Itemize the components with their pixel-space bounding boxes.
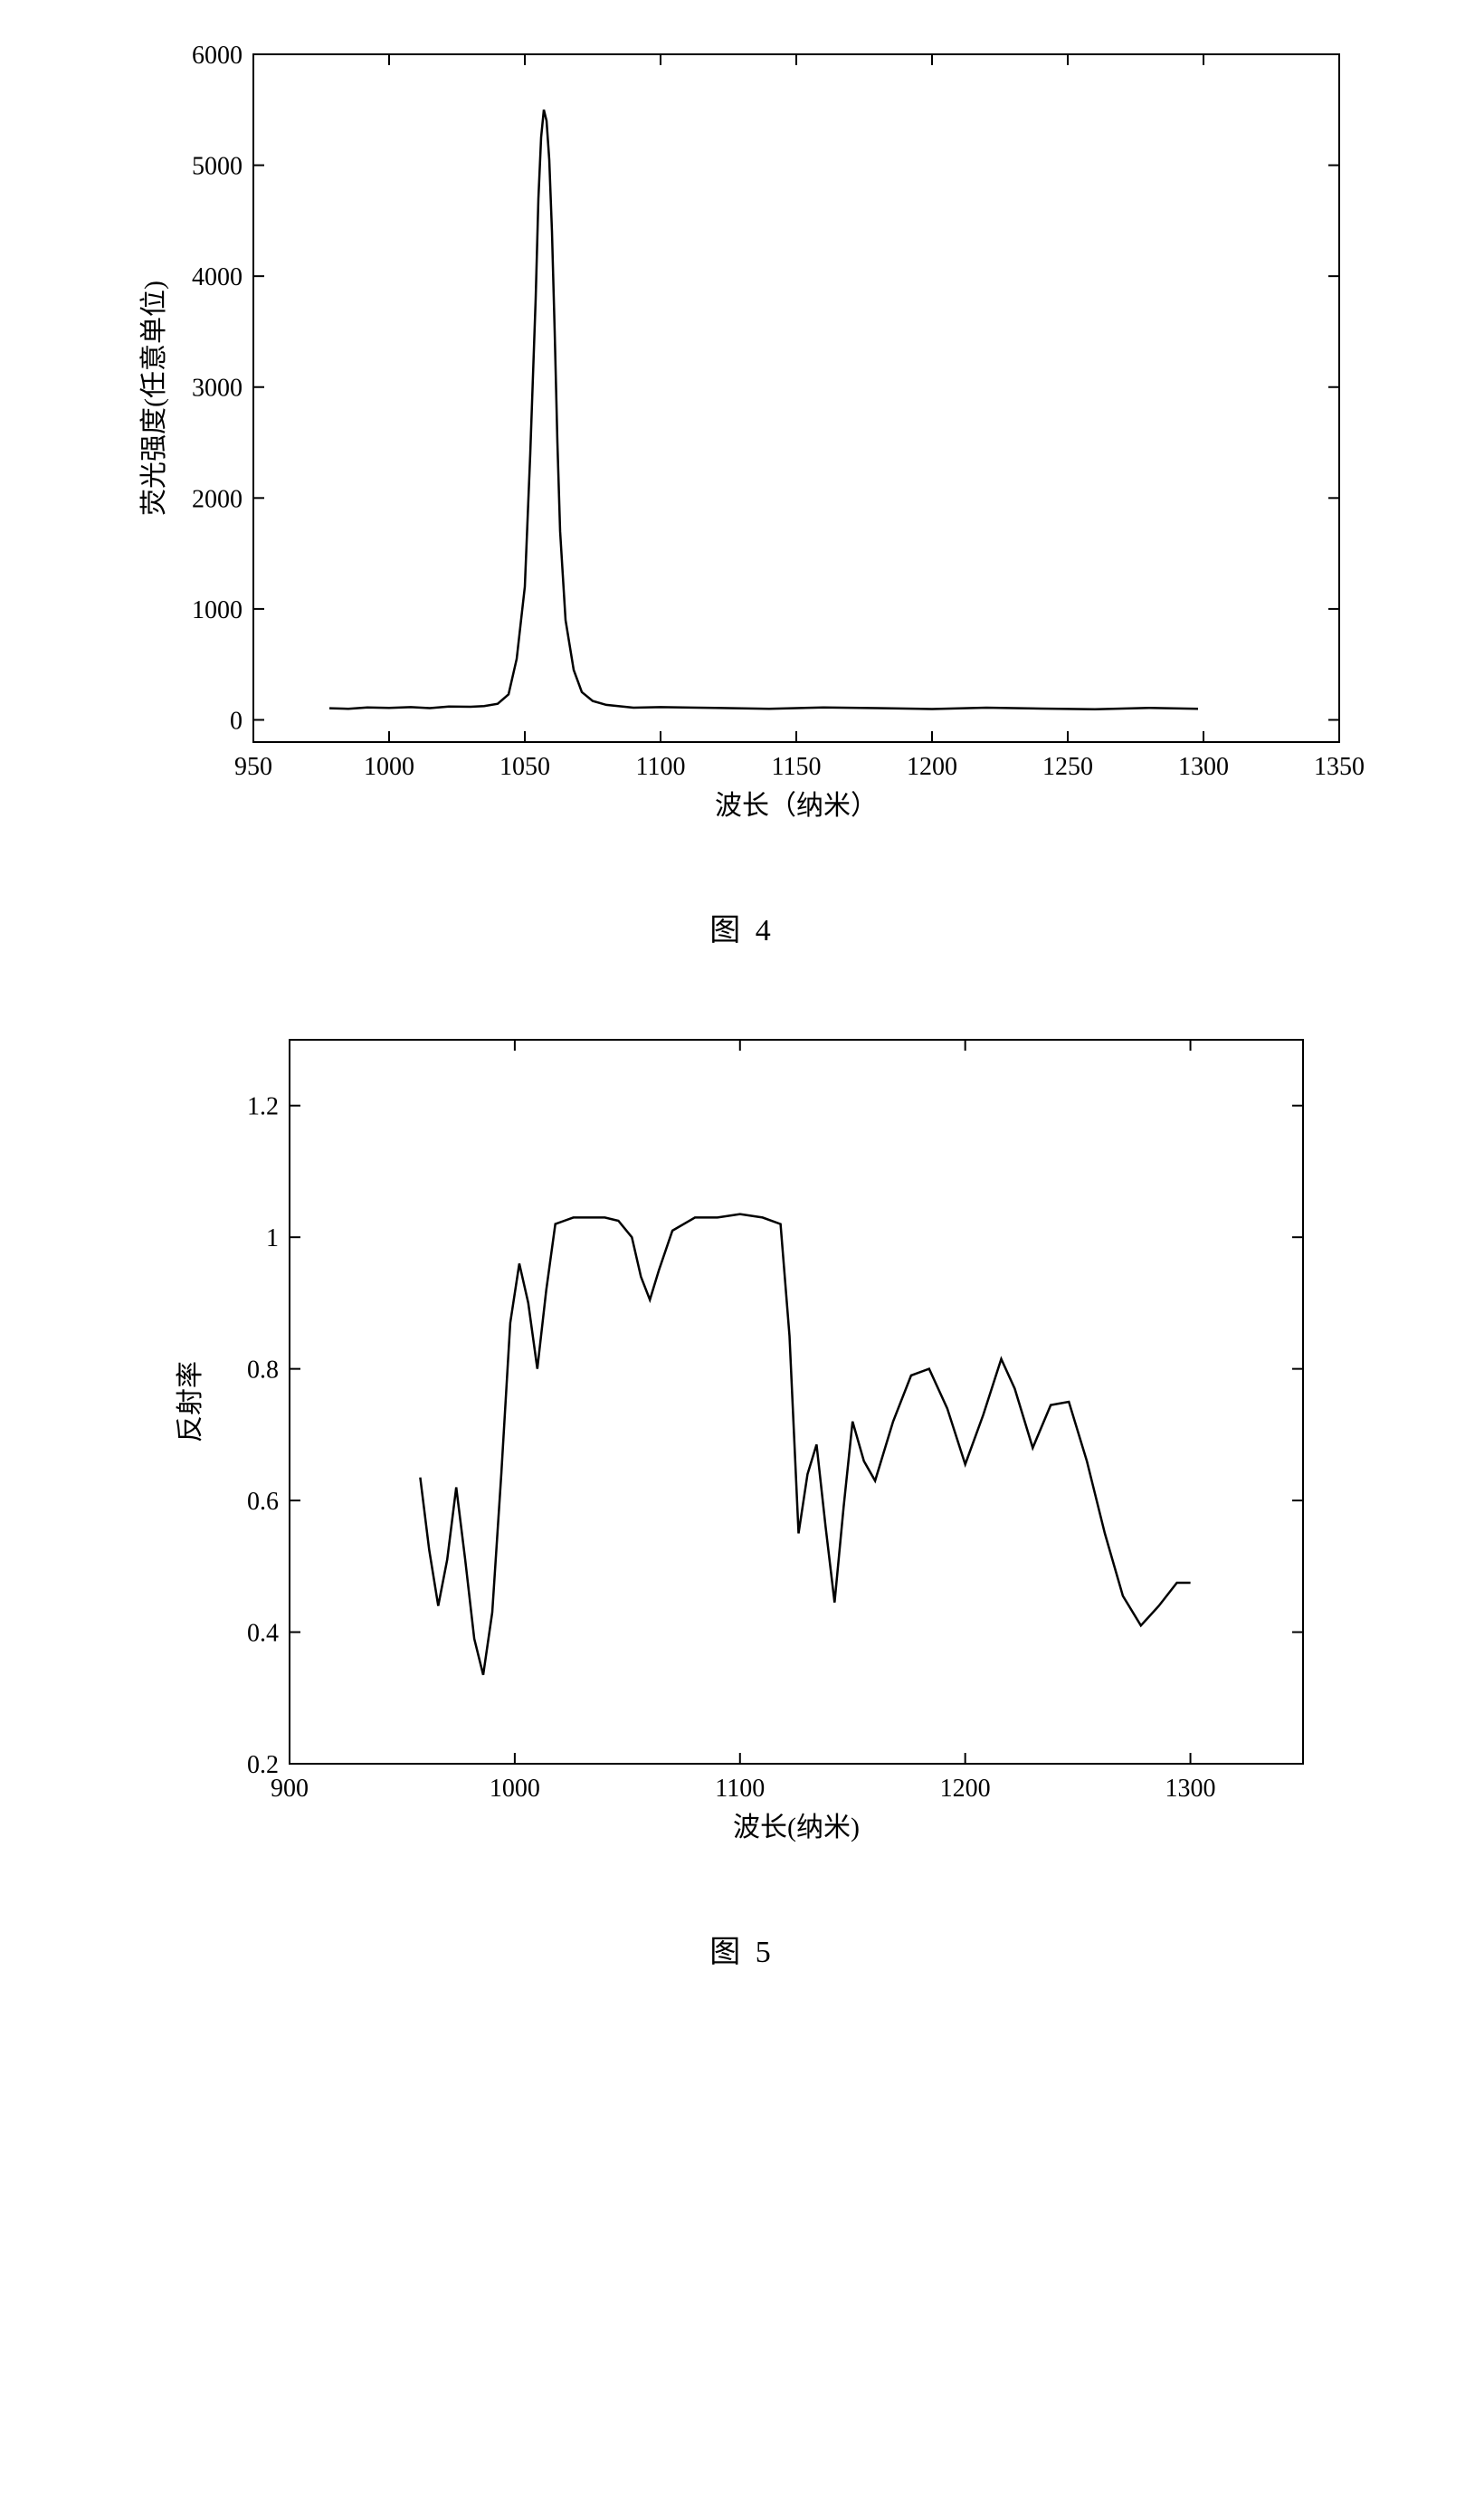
svg-text:1000: 1000: [192, 596, 243, 624]
svg-text:0: 0: [230, 707, 243, 735]
figure-4: 950 1000 1050 1100 1150 1200 1250 1300 1350 0 1000…: [118, 36, 1366, 949]
svg-text:0.8: 0.8: [247, 1357, 279, 1385]
svg-text:3000: 3000: [192, 375, 243, 403]
figure-4-svg: 950 1000 1050 1100 1150 1200 1250 1300 1350 0 1000…: [118, 36, 1366, 851]
svg-text:4000: 4000: [192, 263, 243, 291]
svg-text:1: 1: [266, 1224, 279, 1252]
figure-4-chart: 950 1000 1050 1100 1150 1200 1250 1300 1350 0 1000…: [118, 36, 1366, 851]
svg-text:1100: 1100: [636, 753, 686, 781]
svg-text:1300: 1300: [1178, 753, 1229, 781]
figure-5-chart: 90010001100120013000.20.40.60.811.2波长(纳米…: [154, 1022, 1330, 1872]
svg-text:1100: 1100: [715, 1775, 765, 1803]
svg-text:0.6: 0.6: [247, 1488, 279, 1516]
svg-text:1000: 1000: [364, 753, 414, 781]
svg-text:1300: 1300: [1165, 1775, 1216, 1803]
svg-text:反射率: 反射率: [176, 1361, 205, 1442]
svg-text:1000: 1000: [490, 1775, 540, 1803]
svg-text:波长(纳米): 波长(纳米): [733, 1813, 860, 1842]
svg-text:6000: 6000: [192, 42, 243, 70]
figure-5-caption: 图 5: [154, 1927, 1330, 1971]
svg-text:1200: 1200: [907, 753, 957, 781]
svg-text:波长（纳米）: 波长（纳米）: [715, 791, 878, 821]
svg-text:荧光强度(任意单位): 荧光强度(任意单位): [139, 281, 169, 516]
svg-text:5000: 5000: [192, 153, 243, 181]
svg-text:1.2: 1.2: [247, 1093, 279, 1121]
svg-text:950: 950: [234, 753, 272, 781]
svg-text:1050: 1050: [499, 753, 550, 781]
svg-text:1200: 1200: [940, 1775, 991, 1803]
figure-4-caption: 图 4: [118, 905, 1366, 949]
svg-text:0.4: 0.4: [247, 1620, 279, 1648]
svg-text:1350: 1350: [1314, 753, 1365, 781]
svg-text:1150: 1150: [772, 753, 822, 781]
figure-5: 90010001100120013000.20.40.60.811.2波长(纳米…: [154, 1022, 1330, 1971]
figure-5-svg: 90010001100120013000.20.40.60.811.2波长(纳米…: [154, 1022, 1330, 1872]
svg-text:1250: 1250: [1042, 753, 1093, 781]
svg-text:2000: 2000: [192, 485, 243, 513]
svg-text:0.2: 0.2: [247, 1751, 279, 1779]
